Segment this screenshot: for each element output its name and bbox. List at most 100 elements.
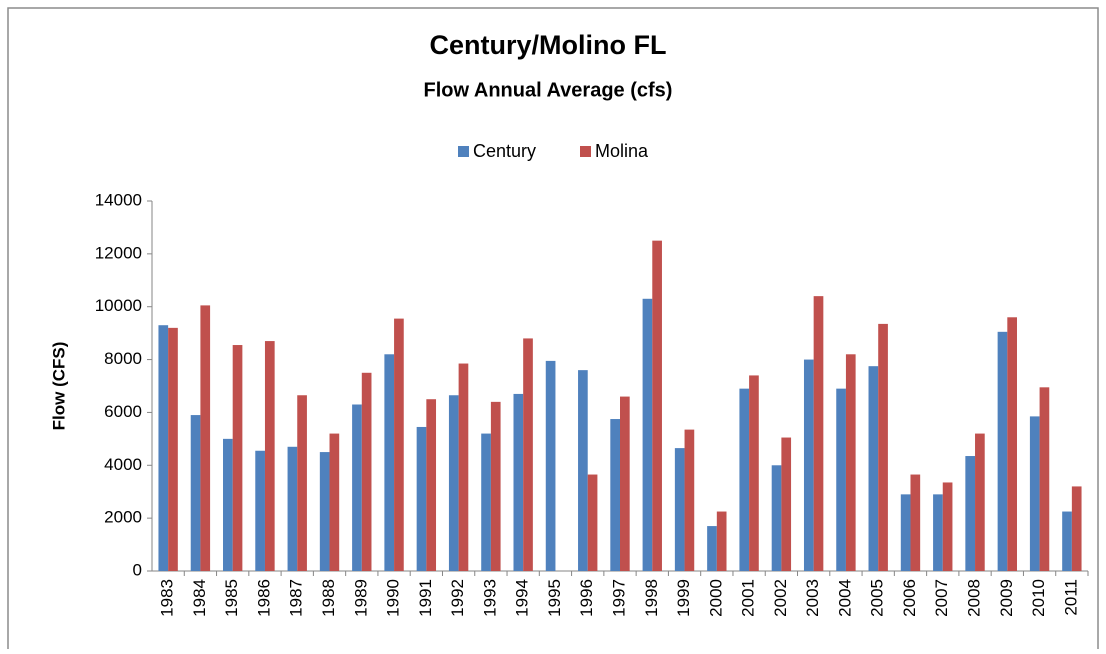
bar <box>997 331 1008 571</box>
x-tick-label: 1996 <box>577 579 596 617</box>
y-tick-label: 6000 <box>104 402 142 421</box>
y-tick-label: 2000 <box>104 508 142 527</box>
bar <box>513 393 524 571</box>
bar <box>1029 416 1040 571</box>
x-tick-label: 2006 <box>900 579 919 617</box>
bar <box>707 526 717 571</box>
x-tick-label: 2008 <box>965 579 984 617</box>
y-tick-label: 8000 <box>104 349 142 368</box>
bar <box>813 296 824 571</box>
legend-label: Molina <box>595 141 649 161</box>
x-tick-label: 1998 <box>642 579 661 617</box>
chart-subtitle: Flow Annual Average (cfs) <box>424 79 673 101</box>
bar <box>652 240 662 571</box>
x-tick-label: 1992 <box>448 579 467 617</box>
bar <box>297 395 307 571</box>
bar <box>384 354 395 571</box>
x-tick-label: 2004 <box>835 579 854 617</box>
bar <box>352 404 362 571</box>
bar <box>168 327 178 571</box>
bar <box>319 452 330 571</box>
x-tick-label: 1987 <box>287 579 306 617</box>
bar <box>1007 317 1017 571</box>
x-tick-label: 1999 <box>674 579 693 617</box>
x-tick-label: 1994 <box>513 579 532 617</box>
y-tick-label: 12000 <box>95 243 142 262</box>
x-tick-label: 2010 <box>1029 579 1048 617</box>
x-tick-label: 2000 <box>706 579 725 617</box>
x-tick-label: 1993 <box>480 579 499 617</box>
bar <box>771 465 782 571</box>
bar <box>900 494 911 571</box>
x-tick-label: 1990 <box>384 579 403 617</box>
bar <box>610 419 620 571</box>
bar <box>264 341 275 571</box>
bar <box>845 354 856 571</box>
bar <box>587 474 598 571</box>
bar <box>490 401 501 571</box>
x-tick-label: 1984 <box>190 579 209 617</box>
bar <box>545 360 556 571</box>
bar <box>716 511 727 571</box>
bar <box>739 388 750 571</box>
bar <box>200 305 211 571</box>
bar <box>361 372 372 571</box>
bar <box>878 323 888 571</box>
bar <box>1039 387 1050 571</box>
bar <box>684 429 695 571</box>
x-tick-label: 2003 <box>803 579 822 617</box>
x-tick-label: 2009 <box>997 579 1016 617</box>
x-tick-label: 1989 <box>351 579 370 617</box>
legend-swatch <box>458 146 469 157</box>
x-tick-label: 1997 <box>609 579 628 617</box>
x-tick-label: 1991 <box>416 579 435 617</box>
bar <box>481 433 491 571</box>
bar <box>1062 511 1072 571</box>
x-tick-label: 1983 <box>158 579 177 617</box>
y-tick-label: 0 <box>133 560 142 579</box>
bar <box>642 298 653 571</box>
bar <box>394 318 404 571</box>
bar <box>448 395 459 571</box>
bar <box>255 450 265 571</box>
bar <box>1071 486 1082 571</box>
x-tick-label: 1988 <box>319 579 338 617</box>
x-tick-label: 1995 <box>545 579 564 617</box>
x-tick-label: 1985 <box>222 579 241 617</box>
legend-swatch <box>580 146 591 157</box>
bar <box>232 345 243 571</box>
bar <box>674 448 685 571</box>
bar <box>836 388 846 571</box>
bar <box>416 426 427 571</box>
bar <box>223 438 233 571</box>
bar <box>933 494 943 571</box>
bar <box>190 415 201 571</box>
bar <box>287 446 298 571</box>
y-tick-label: 14000 <box>95 190 142 209</box>
x-tick-label: 2011 <box>1061 579 1080 616</box>
x-tick-label: 1986 <box>254 579 273 617</box>
bar <box>803 359 814 571</box>
bar <box>975 433 985 571</box>
chart-title: Century/Molino FL <box>430 30 667 60</box>
bar <box>942 482 953 571</box>
x-tick-label: 2001 <box>739 579 758 617</box>
bar <box>458 363 469 571</box>
bar <box>523 338 533 571</box>
x-tick-label: 2007 <box>932 579 951 617</box>
bar <box>749 375 759 571</box>
bar <box>620 396 630 571</box>
legend-label: Century <box>473 141 536 161</box>
x-tick-label: 2005 <box>868 579 887 617</box>
bar <box>781 437 792 571</box>
x-tick-label: 2002 <box>771 579 790 617</box>
y-tick-label: 10000 <box>95 296 142 315</box>
y-axis-label: Flow (CFS) <box>49 342 68 431</box>
bar <box>329 433 340 571</box>
bar <box>965 456 976 571</box>
bar <box>426 399 437 571</box>
bar <box>868 366 879 571</box>
bar <box>578 370 588 571</box>
bar <box>158 325 169 571</box>
